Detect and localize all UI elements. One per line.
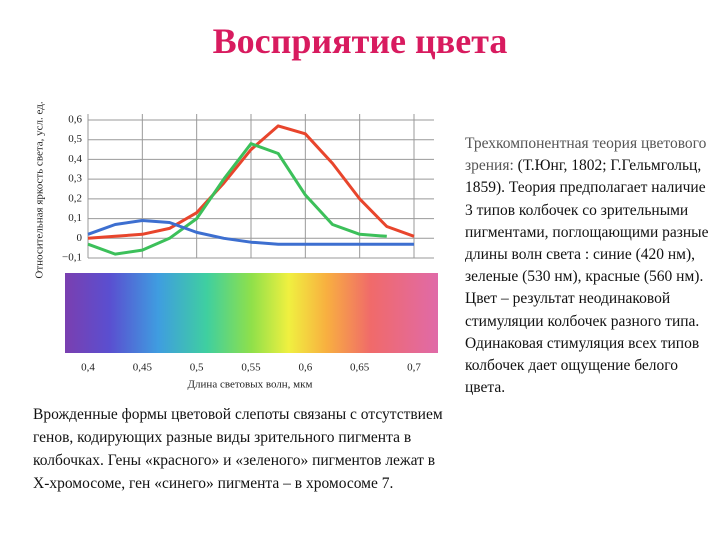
y-tick-label: 0,6	[68, 114, 82, 126]
line-series	[87, 124, 415, 240]
y-tick-label: 0,3	[68, 173, 82, 185]
right-text: Трехкомпонентная теория цветового зрения…	[465, 133, 717, 399]
y-tick-label: 0,4	[68, 153, 82, 165]
x-tick-label: 0,4	[81, 362, 95, 374]
x-tick-label: 0,5	[190, 362, 204, 374]
x-tick-label: 0,45	[133, 362, 153, 374]
text-body: (Т.Юнг, 1802; Г.Гельмгольц, 1859). Теори…	[465, 157, 709, 397]
y-tick-label: 0,5	[68, 133, 82, 145]
chart: Относительная яркость света, усл. ед. Дл…	[34, 101, 438, 391]
x-tick-label: 0,55	[241, 362, 261, 374]
line-series	[87, 142, 387, 256]
x-axis-label: Длина световых волн, мкм	[188, 379, 313, 391]
y-tick-label: 0	[77, 232, 83, 244]
spectrum	[65, 273, 438, 353]
x-tick-label: 0,7	[407, 362, 421, 374]
x-tick-label: 0,65	[350, 362, 370, 374]
y-tick-label: 0,1	[68, 212, 82, 224]
left-text: Врожденные формы цветовой слепоты связан…	[33, 406, 443, 492]
x-tick-label: 0,6	[298, 362, 312, 374]
text-lead: Трехкомпонентная теория цветового зрения…	[465, 135, 707, 175]
line-series	[87, 219, 414, 246]
y-axis-label: Относительная яркость света, усл. ед.	[34, 101, 46, 278]
y-tick-label: −0,1	[62, 252, 82, 264]
slide-title: Восприятие цвета	[212, 21, 508, 61]
y-tick-label: 0,2	[68, 192, 82, 204]
